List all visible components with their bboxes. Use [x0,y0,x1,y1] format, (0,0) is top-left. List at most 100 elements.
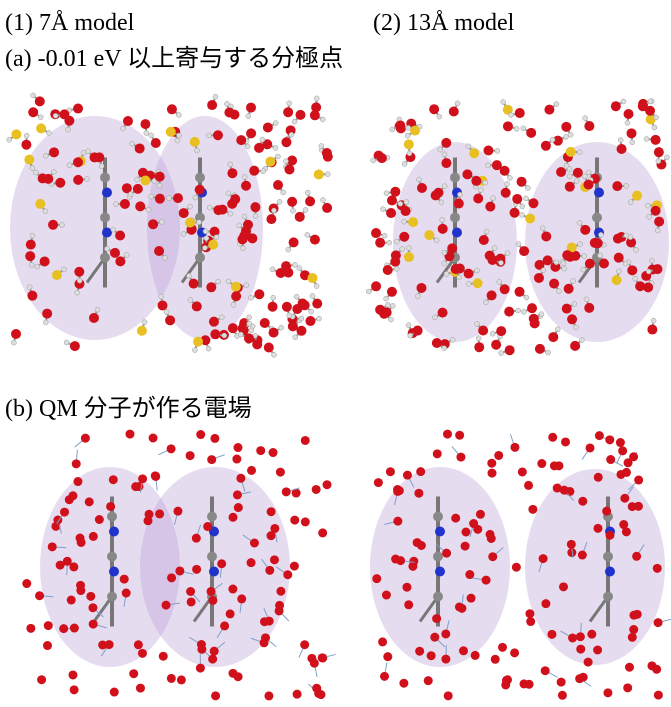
hydrogen-atom [33,170,38,175]
polarization-point [207,587,216,596]
polarization-point [247,558,256,567]
oxygen-atom [410,126,420,136]
hydrogen-atom [476,336,481,341]
molecule-atom [450,213,460,223]
oxygen-atom [515,108,525,118]
hydrogen-atom [319,143,324,148]
hydrogen-atom [406,246,411,251]
oxygen-atom [246,103,256,113]
polarization-point [558,691,567,700]
hydrogen-atom [60,222,65,227]
molecule-atom [433,512,443,522]
hydrogen-atom [320,117,325,122]
hydrogen-atom [203,229,208,234]
oxygen-atom [469,148,479,158]
oxygen-atom [73,175,83,185]
oxygen-atom [90,152,100,162]
oxygen-atom [580,225,590,235]
polarization-point [290,562,299,571]
polarization-point [301,517,310,526]
hydrogen-atom [582,254,587,259]
polarization-point [187,597,196,606]
oxygen-atom [24,155,34,165]
hydrogen-atom [292,262,297,267]
oxygen-atom [501,188,511,198]
polarization-point [578,497,587,506]
polarization-point [143,516,152,525]
hydrogen-atom [245,144,250,149]
hydrogen-atom [175,138,180,143]
hydrogen-atom [474,268,479,273]
oxygen-atom [308,273,318,283]
molecule-atom [207,552,217,562]
polarization-point [269,448,278,457]
hydrogen-atom [394,239,399,244]
oxygen-atom [566,147,576,157]
oxygen-atom [213,205,223,215]
hydrogen-atom [442,250,447,255]
oxygen-atom [230,194,240,204]
oxygen-atom [166,127,176,137]
hydrogen-atom [104,246,109,251]
hydrogen-atom [562,266,567,271]
polarization-point [382,591,391,600]
hydrogen-atom [554,102,559,107]
polarization-point [653,564,662,573]
oxygen-atom [395,120,405,130]
hydrogen-atom [483,300,488,305]
oxygen-atom [310,110,320,120]
hydrogen-atom [655,228,660,233]
oxygen-atom [474,342,484,352]
model-label: (2) 13Å model [373,10,515,36]
polarization-point [525,680,534,689]
oxygen-atom [647,325,657,335]
oxygen-atom [195,185,205,195]
oxygen-atom [55,178,65,188]
polarization-point [541,599,550,608]
hydrogen-atom [442,346,447,351]
hydrogen-atom [24,133,29,138]
molecule-atom [195,173,205,183]
hydrogen-atom [408,333,413,338]
oxygen-atom [269,328,279,338]
hydrogen-atom [188,297,193,302]
oxygen-atom [49,147,59,157]
polarization-point [491,655,500,664]
polarization-point [547,630,556,639]
polarization-point [192,565,201,574]
oxygen-atom [73,104,83,114]
hydrogen-atom [505,181,510,186]
molecule-atom [433,592,443,602]
polarization-point [461,528,470,537]
hydrogen-atom [237,223,242,228]
hydrogen-atom [135,177,140,182]
oxygen-atom [584,121,594,131]
hydrogen-atom [53,113,58,118]
oxygen-atom [584,303,594,313]
oxygen-atom [249,166,259,176]
oxygen-atom [289,237,299,247]
oxygen-atom [390,187,400,197]
hydrogen-atom [35,264,40,269]
polarization-point [226,609,235,618]
hydrogen-atom [159,294,164,299]
oxygen-atom [140,176,150,186]
polarization-point [106,502,115,511]
polarization-point [232,455,241,464]
polarization-point [203,522,212,531]
hydrogen-atom [202,245,207,250]
polarization-point [228,585,237,594]
polarization-point [260,638,269,647]
hydrogen-atom [628,200,633,205]
hydrogen-atom [563,134,568,139]
polarization-point [247,466,256,475]
hydrogen-atom [157,183,162,188]
hydrogen-atom [495,148,500,153]
polarization-point [159,652,168,661]
oxygen-atom [241,181,251,191]
hydrogen-atom [206,346,211,351]
polarization-point [618,446,627,455]
polarization-point [208,655,217,664]
oxygen-atom [265,157,275,167]
oxygen-atom [404,139,414,149]
